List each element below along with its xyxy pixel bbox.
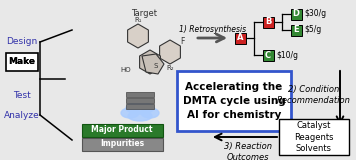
FancyBboxPatch shape — [262, 16, 273, 28]
Polygon shape — [140, 50, 161, 74]
Ellipse shape — [128, 111, 152, 121]
FancyBboxPatch shape — [262, 49, 273, 60]
Text: R₂: R₂ — [166, 65, 174, 71]
Text: Design: Design — [6, 37, 38, 47]
FancyBboxPatch shape — [126, 98, 154, 103]
FancyBboxPatch shape — [6, 53, 38, 71]
Ellipse shape — [126, 102, 154, 114]
Text: Analyze: Analyze — [4, 111, 40, 120]
Text: E: E — [293, 25, 299, 35]
Text: HO: HO — [121, 67, 131, 73]
Text: B: B — [265, 17, 271, 27]
FancyBboxPatch shape — [82, 137, 162, 151]
Text: Make: Make — [9, 57, 36, 67]
Text: Major Product: Major Product — [91, 125, 153, 135]
Text: Accelerating the
DMTA cycle using
AI for chemistry: Accelerating the DMTA cycle using AI for… — [183, 82, 286, 120]
FancyBboxPatch shape — [126, 104, 154, 109]
Text: Catalyst
Reagents
Solvents: Catalyst Reagents Solvents — [294, 121, 334, 153]
Polygon shape — [127, 24, 148, 48]
FancyBboxPatch shape — [290, 8, 302, 20]
Text: S: S — [154, 63, 158, 69]
Text: Make: Make — [9, 57, 36, 67]
Text: $5/g: $5/g — [304, 25, 321, 35]
Text: C: C — [265, 51, 271, 60]
FancyBboxPatch shape — [126, 92, 154, 97]
Text: 3) Reaction
Outcomes: 3) Reaction Outcomes — [224, 142, 272, 160]
FancyBboxPatch shape — [279, 119, 349, 155]
Ellipse shape — [121, 108, 139, 118]
Text: D: D — [293, 9, 299, 19]
Polygon shape — [159, 40, 180, 64]
Text: Target: Target — [131, 9, 157, 19]
FancyBboxPatch shape — [177, 71, 291, 131]
Text: Impurities: Impurities — [100, 140, 144, 148]
Polygon shape — [142, 54, 164, 74]
Text: A: A — [237, 33, 243, 43]
Text: $30/g: $30/g — [304, 9, 326, 19]
FancyBboxPatch shape — [290, 24, 302, 36]
Text: Test: Test — [13, 91, 31, 100]
Text: F: F — [180, 37, 184, 47]
Text: 1) Retrosynthesis: 1) Retrosynthesis — [179, 24, 246, 33]
FancyBboxPatch shape — [82, 124, 162, 136]
Ellipse shape — [141, 108, 159, 118]
FancyBboxPatch shape — [235, 32, 246, 44]
Text: 2) Condition
Recommendation: 2) Condition Recommendation — [277, 85, 351, 105]
Text: $10/g: $10/g — [276, 51, 298, 60]
Text: R₁: R₁ — [134, 17, 142, 23]
